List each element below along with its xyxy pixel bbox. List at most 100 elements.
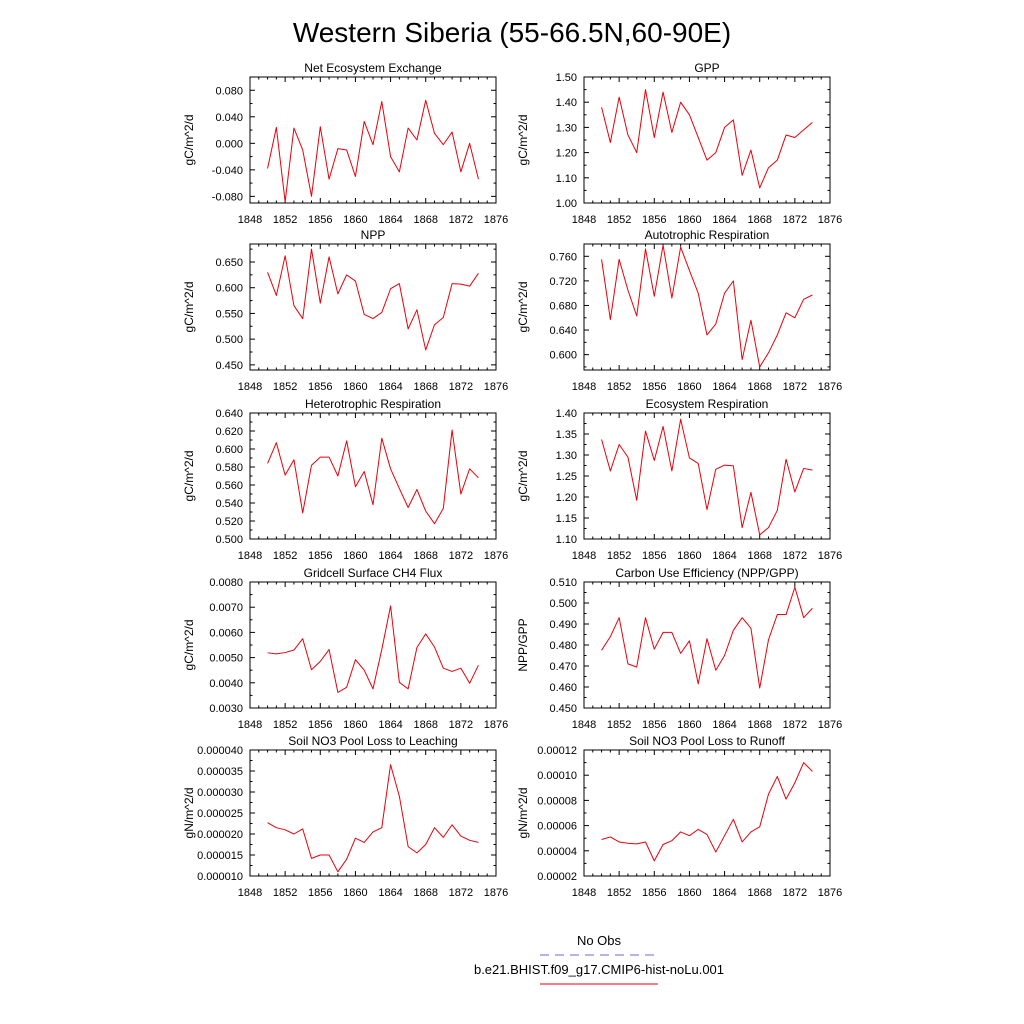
panel-net-ecosystem-exchange: Net Ecosystem Exchange gC/m^2/d 1848 1852 18… [182,61,508,226]
panel-heterotrophic-respiration: Heterotrophic Respiration gC/m^2/d 1848 185… [182,397,508,562]
y-tick-label: 1.25 [556,471,577,483]
y-tick-label: 1.40 [556,408,577,420]
x-tick-label: 1852 [273,550,297,562]
y-tick-label: 0.0080 [209,577,243,589]
x-tick-label: 1868 [413,214,437,226]
y-tick-label: 0.000030 [197,787,243,799]
x-tick-label: 1868 [413,719,437,731]
page-title: Western Siberia (55-66.5N,60-90E) [293,17,731,48]
panel-title: Autotrophic Respiration [645,228,770,242]
y-tick-label: 0.500 [215,534,243,546]
x-tick-label: 1860 [343,214,367,226]
y-tick-label: 0.500 [215,334,243,346]
y-tick-label: 0.080 [215,85,243,97]
x-tick-label: 1848 [572,214,596,226]
y-axis-label: gC/m^2/d [182,451,196,502]
y-axis-label: gC/m^2/d [182,282,196,333]
y-tick-label: 0.040 [215,112,243,124]
y-tick-label: 0.00002 [537,871,577,883]
y-tick-label: 0.00006 [537,821,577,833]
series-line [601,762,813,862]
y-tick-label: 0.000 [215,138,243,150]
panels-group: Net Ecosystem Exchange gC/m^2/d 1848 1852 18… [182,61,842,899]
x-tick-label: 1868 [413,381,437,393]
legend-label-model-run: b.e21.BHIST.f09_g17.CMIP6-hist-noLu.001 [474,962,724,977]
y-axis-label: gN/m^2/d [182,788,196,839]
y-tick-label: 1.50 [556,72,577,84]
x-tick-label: 1860 [677,719,701,731]
x-tick-label: 1872 [449,550,473,562]
y-tick-label: 0.600 [215,444,243,456]
x-tick-label: 1864 [712,887,736,899]
panel-title: GPP [694,61,719,75]
x-tick-label: 1872 [783,887,807,899]
panel-title: Gridcell Surface CH4 Flux [304,566,443,580]
y-tick-label: 0.0050 [209,653,243,665]
panel-autotrophic-respiration: Autotrophic Respiration gC/m^2/d 1848 1852 1… [516,228,842,393]
y-tick-label: 0.760 [549,251,577,263]
x-tick-label: 1848 [238,214,262,226]
x-tick-label: 1872 [783,381,807,393]
plot-frame [583,243,831,371]
legend: No Obs b.e21.BHIST.f09_g17.CMIP6-hist-no… [474,933,724,985]
series-line [601,418,813,536]
x-tick-label: 1852 [607,550,631,562]
panel-soil-no3-pool-loss-to-leaching: Soil NO3 Pool Loss to Leaching gN/m^2/d 18… [182,734,508,899]
legend-label-no-obs: No Obs [577,933,622,948]
x-tick-label: 1860 [677,381,701,393]
x-tick-label: 1852 [607,214,631,226]
x-tick-label: 1868 [413,550,437,562]
y-tick-label: 0.000025 [197,808,243,820]
y-tick-label: 0.600 [215,283,243,295]
x-tick-label: 1868 [747,550,771,562]
y-tick-label: -0.080 [212,191,243,203]
x-tick-label: 1848 [572,550,596,562]
y-tick-label: 1.10 [556,173,577,185]
x-tick-label: 1856 [308,214,332,226]
x-tick-label: 1876 [484,381,508,393]
x-tick-label: 1872 [783,719,807,731]
x-tick-label: 1860 [677,550,701,562]
x-tick-label: 1852 [273,381,297,393]
x-tick-label: 1860 [677,214,701,226]
x-tick-label: 1860 [343,550,367,562]
x-tick-label: 1876 [818,381,842,393]
y-tick-label: 1.35 [556,429,577,441]
series-line [601,586,813,689]
x-tick-label: 1848 [572,887,596,899]
y-tick-label: 0.00010 [537,770,577,782]
y-axis-label: gC/m^2/d [516,282,530,333]
x-tick-label: 1868 [747,381,771,393]
x-tick-label: 1872 [449,214,473,226]
panel-title: Heterotrophic Respiration [305,397,441,411]
series-line [601,89,813,189]
x-tick-label: 1856 [642,887,666,899]
series-line [267,764,479,873]
x-tick-label: 1856 [642,719,666,731]
x-tick-label: 1864 [712,214,736,226]
y-axis-label: gC/m^2/d [516,451,530,502]
x-tick-label: 1860 [677,887,701,899]
y-tick-label: -0.040 [212,165,243,177]
plot-frame [583,581,831,709]
x-tick-label: 1856 [642,550,666,562]
y-tick-label: 0.000035 [197,766,243,778]
x-tick-label: 1848 [238,719,262,731]
y-tick-label: 0.650 [215,257,243,269]
series-line [267,248,479,351]
y-tick-label: 0.720 [549,276,577,288]
x-tick-label: 1852 [273,719,297,731]
y-tick-label: 0.00012 [537,745,577,757]
y-tick-label: 1.40 [556,97,577,109]
y-tick-label: 0.0070 [209,602,243,614]
y-tick-label: 0.500 [549,598,577,610]
y-axis-label: gC/m^2/d [182,620,196,671]
y-tick-label: 0.490 [549,619,577,631]
panel-title: Carbon Use Efficiency (NPP/GPP) [615,566,798,580]
x-tick-label: 1848 [238,887,262,899]
panel-ecosystem-respiration: Ecosystem Respiration gC/m^2/d 1848 1852 185… [516,397,842,562]
y-tick-label: 0.510 [549,577,577,589]
x-tick-label: 1864 [712,381,736,393]
x-tick-label: 1848 [238,381,262,393]
series-line [601,244,813,368]
